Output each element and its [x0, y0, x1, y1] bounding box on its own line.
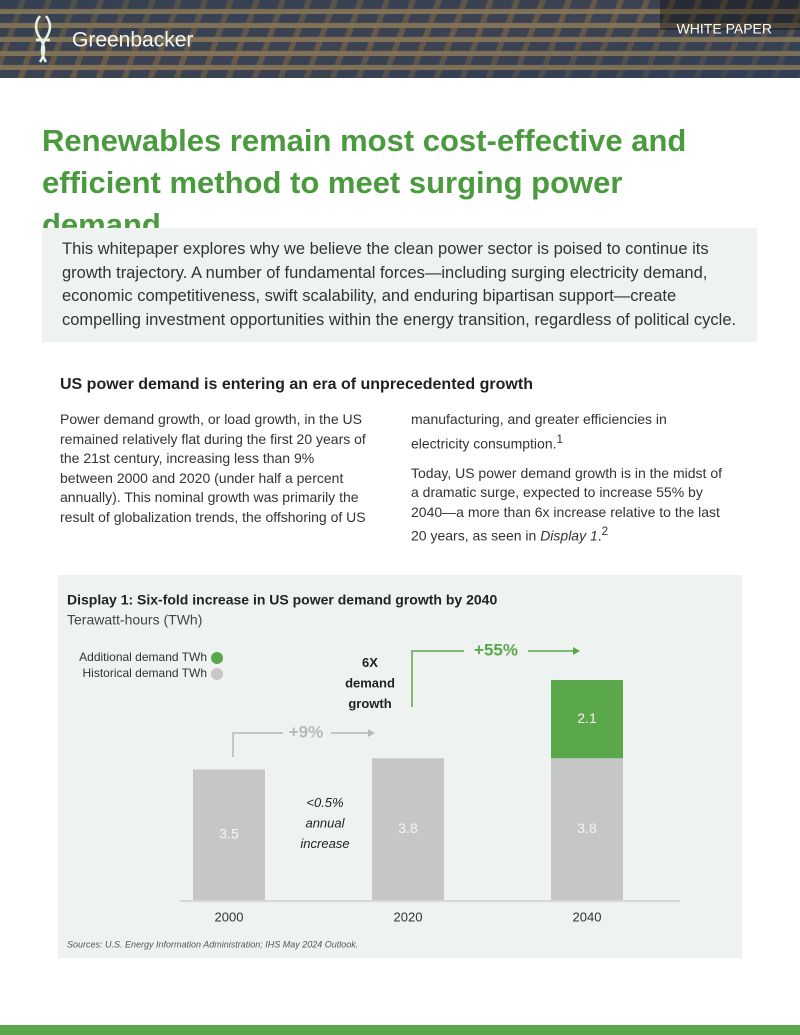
annotation: 6X demand growth [345, 655, 395, 711]
text: . [597, 527, 602, 544]
bar [551, 680, 623, 759]
paragraph: Power demand growth, or load growth, in … [60, 410, 722, 550]
body-text: Power demand growth, or load growth, in … [60, 410, 722, 550]
source: Sources: U.S. Energy Information Adminis… [67, 939, 358, 949]
title: Renewables remain most cost-effective an… [42, 123, 687, 242]
value-label: 3.5 [219, 825, 239, 841]
annotation: <0.5% annual increase [300, 795, 349, 851]
footnote-ref: 2 [601, 525, 609, 539]
legend-label: Additional demand TWh [79, 650, 207, 664]
value-label: 2.1 [577, 710, 597, 726]
value-label: 3.8 [577, 820, 597, 836]
chart-panel: Display 1: Six-fold increase in US power… [58, 575, 742, 958]
legend-label: Historical demand TWh [83, 666, 208, 680]
intro: This whitepaper explores why we believe … [42, 228, 757, 342]
value-label: 3.8 [398, 820, 418, 836]
bracket [411, 650, 464, 707]
legend-swatch [211, 652, 223, 664]
section-heading: US power demand is entering an era of un… [60, 376, 533, 393]
arrow-head [368, 729, 375, 737]
legend-swatch [211, 668, 223, 680]
chart-subtitle: Terawatt-hours (TWh) [67, 612, 202, 628]
text: Power demand growth, or load growth, in … [60, 411, 667, 525]
annotation: +9% [289, 722, 324, 741]
logo: Greenbacker [72, 29, 193, 52]
paragraph: Today, US power demand growth is in the … [411, 464, 722, 547]
doc-label: WHITE PAPER [677, 21, 772, 37]
emphasis: Display 1 [540, 527, 598, 544]
chart: Display 1: Six-fold increase in US power… [67, 592, 680, 949]
arrow-head [573, 647, 580, 655]
chart-title: Display 1: Six-fold increase in US power… [67, 592, 497, 608]
footnote-ref: 1 [556, 432, 563, 446]
x-tick-label: 2020 [394, 909, 423, 924]
text: Today, US power demand growth is in the … [411, 464, 723, 544]
bar [372, 758, 444, 900]
header-banner: Greenbacker WHITE PAPER [0, 0, 800, 78]
bracket [232, 732, 283, 757]
bar [551, 758, 623, 900]
bar [193, 769, 265, 900]
x-tick-label: 2040 [573, 909, 602, 924]
footer-bar [0, 1025, 800, 1035]
annotation: +55% [474, 640, 518, 659]
x-tick-label: 2000 [215, 909, 244, 924]
